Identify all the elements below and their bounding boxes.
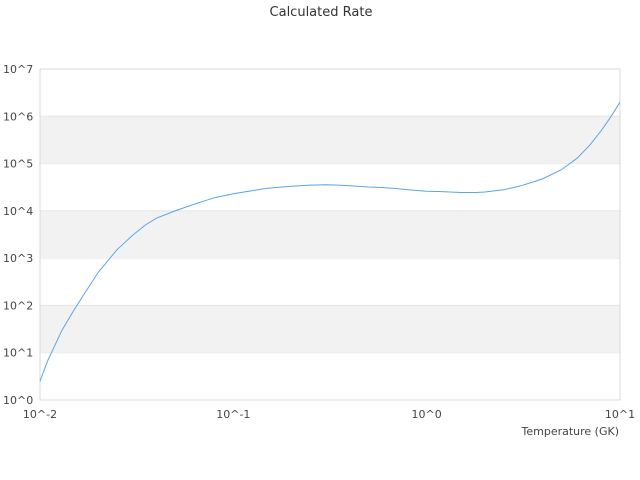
y-tick-label: 10^6 <box>3 110 33 123</box>
plot-frame <box>39 68 621 401</box>
x-axis-ticks: 10^-2 10^-1 10^0 10^1 <box>23 408 635 421</box>
x-tick-label: 10^-1 <box>216 408 250 421</box>
y-tick-label: 10^2 <box>3 299 33 312</box>
series-line <box>39 101 621 382</box>
x-axis-label: Temperature (GK) <box>521 425 620 438</box>
grid-band <box>40 210 620 259</box>
x-tick-label: 10^0 <box>412 408 442 421</box>
y-tick-label: 10^7 <box>3 63 33 76</box>
x-tick-label: 10^1 <box>605 408 635 421</box>
chart-title: Calculated Rate <box>270 5 373 20</box>
grid-band <box>40 305 620 353</box>
grid-band <box>40 116 620 164</box>
grid-bands <box>40 68 620 354</box>
x-tick-label: 10^-2 <box>23 408 57 421</box>
y-tick-label: 10^0 <box>3 394 33 407</box>
y-axis-ticks: 10^0 10^1 10^2 10^3 10^4 10^5 10^6 10^7 <box>3 63 33 407</box>
y-tick-label: 10^4 <box>3 205 33 218</box>
y-tick-label: 10^3 <box>3 252 33 265</box>
y-tick-label: 10^1 <box>3 347 33 360</box>
y-tick-label: 10^5 <box>3 158 33 171</box>
